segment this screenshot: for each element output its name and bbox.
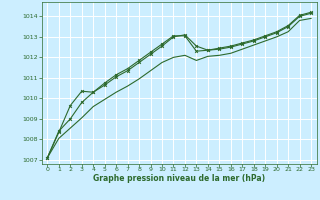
X-axis label: Graphe pression niveau de la mer (hPa): Graphe pression niveau de la mer (hPa) bbox=[93, 174, 265, 183]
